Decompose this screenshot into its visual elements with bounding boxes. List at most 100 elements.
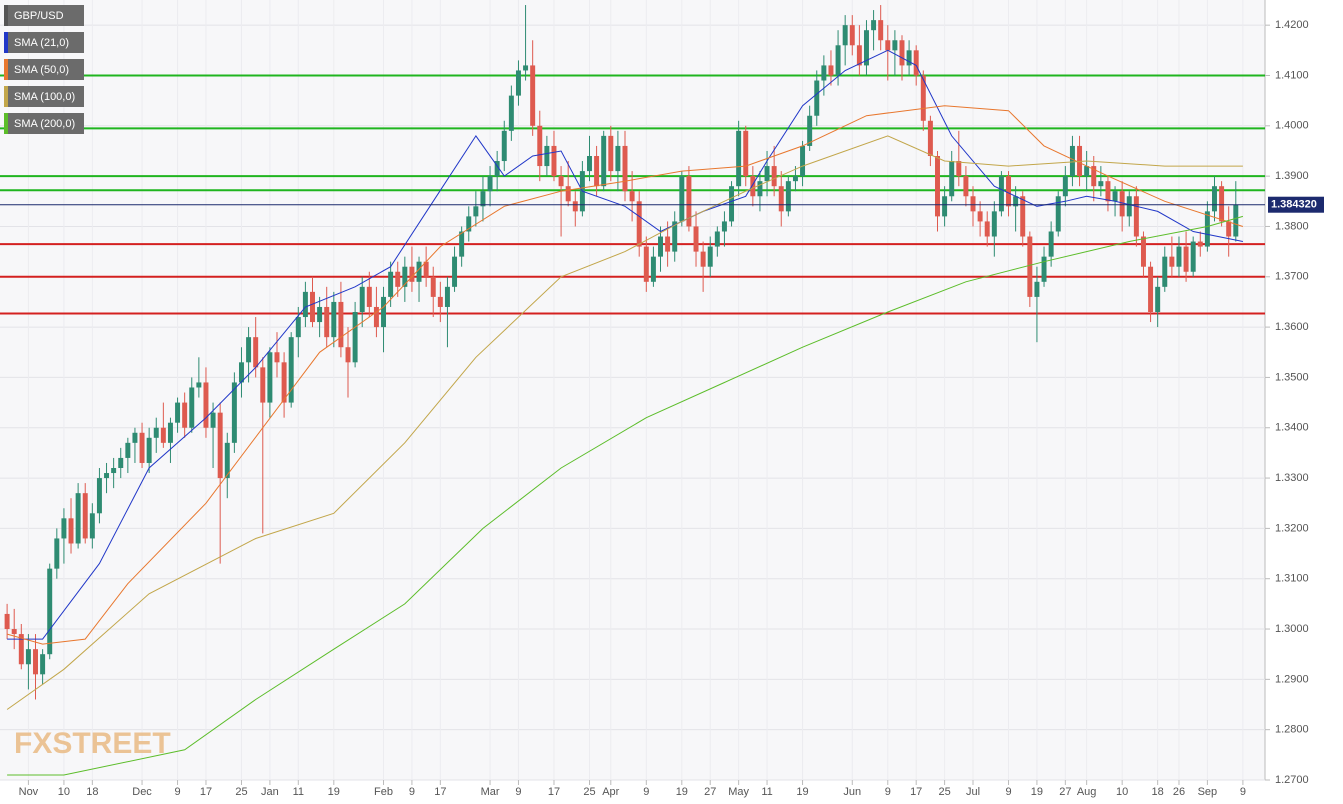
candle-body (672, 221, 678, 252)
candle-body (118, 457, 124, 468)
candle-body (1197, 241, 1203, 247)
candle-body (714, 231, 720, 247)
candle-body (260, 367, 266, 403)
candle-body (849, 25, 855, 46)
candle-body (295, 317, 301, 338)
y-tick-label: 1.3400 (1275, 422, 1309, 434)
candle-body (835, 45, 841, 76)
candle-body (359, 286, 365, 312)
x-tick-label: 9 (885, 786, 891, 798)
candle-body (345, 347, 351, 363)
candle-body (650, 256, 656, 282)
x-tick-label: 17 (548, 786, 560, 798)
candle-body (956, 161, 962, 177)
x-tick-label: 19 (676, 786, 688, 798)
candle-body (814, 80, 820, 116)
candle-body (679, 176, 685, 222)
candle-body (537, 125, 543, 167)
candle-body (253, 337, 259, 368)
candle-body (395, 271, 401, 287)
candle-body (217, 412, 223, 479)
y-tick-label: 1.3500 (1275, 371, 1309, 383)
sma-line (7, 49, 1243, 640)
candle-body (764, 166, 770, 182)
candle-body (807, 115, 813, 146)
candle-body (224, 442, 230, 479)
candle-body (1148, 266, 1154, 312)
candle-body (736, 130, 742, 187)
y-tick-label: 1.3000 (1275, 623, 1309, 635)
last-price-box (1268, 196, 1324, 213)
candle-body (288, 337, 294, 403)
candle-body (508, 95, 514, 131)
candle-body (998, 176, 1004, 212)
candle-body (594, 156, 600, 187)
candle-body (615, 145, 621, 172)
candle-body (530, 65, 536, 126)
x-tick-label: Sep (1198, 786, 1218, 798)
legend-swatch (4, 59, 8, 80)
candle-body (1119, 191, 1125, 217)
candle-body (1091, 166, 1097, 187)
candle-body (665, 236, 671, 252)
candle-body (1034, 281, 1040, 297)
legend-label: GBP/USD (14, 10, 64, 22)
candle-body (68, 518, 74, 544)
candle-body (970, 196, 976, 212)
legend-box (4, 113, 84, 134)
candle-body (643, 246, 649, 282)
candle-body (892, 40, 898, 51)
candle-body (721, 221, 727, 232)
x-tick-label: 10 (1116, 786, 1128, 798)
candle-body (373, 306, 379, 328)
candle-body (899, 40, 905, 66)
candle-body (856, 45, 862, 66)
candle-body (210, 412, 216, 428)
candle-body (863, 30, 869, 66)
candle-body (487, 176, 493, 192)
candle-body (4, 613, 10, 630)
candle-body (700, 251, 706, 267)
x-tick-label: 25 (235, 786, 247, 798)
sma-line (7, 215, 1244, 776)
y-tick-label: 1.3900 (1275, 170, 1309, 182)
x-tick-label: 10 (58, 786, 70, 798)
candle-body (729, 186, 735, 222)
candle-body (1006, 176, 1012, 207)
x-tick-label: Dec (132, 786, 152, 798)
x-tick-label: 25 (583, 786, 595, 798)
legend-label: SMA (50,0) (14, 64, 69, 76)
candle-body (466, 216, 472, 232)
marks: 1.384320 (0, 5, 1324, 776)
candle-body (750, 176, 756, 197)
x-tick-label: 25 (938, 786, 950, 798)
x-tick-label: 9 (409, 786, 415, 798)
candle-body (203, 382, 209, 428)
candle-body (977, 211, 983, 222)
legend-label: SMA (100,0) (14, 91, 75, 103)
candle-body (1176, 246, 1182, 267)
legend: GBP/USD SMA (21,0) SMA (50,0) SMA (100,0) SM… (4, 5, 84, 134)
legend-swatch (4, 32, 8, 53)
candle-body (1084, 166, 1090, 177)
x-tick-label: 19 (1031, 786, 1043, 798)
x-tick-label: 18 (86, 786, 98, 798)
x-tick-label: Feb (374, 786, 393, 798)
candle-body (302, 291, 308, 318)
x-tick-label: Jun (843, 786, 861, 798)
candle-body (104, 473, 110, 479)
y-tick-label: 1.3100 (1275, 573, 1309, 585)
x-tick-label: 19 (796, 786, 808, 798)
candle-body (778, 186, 784, 212)
candle-body (125, 442, 131, 458)
candle-body (1098, 181, 1104, 187)
candle-body (1027, 236, 1033, 297)
candle-body (459, 231, 465, 257)
y-tick-label: 1.3800 (1275, 220, 1309, 232)
y-tick-label: 1.4100 (1275, 69, 1309, 81)
candle-body (800, 145, 806, 177)
candle-body (1162, 256, 1168, 287)
x-tick-label: 11 (293, 786, 304, 798)
y-tick-label: 1.2800 (1275, 724, 1309, 736)
candle-body (33, 649, 38, 675)
